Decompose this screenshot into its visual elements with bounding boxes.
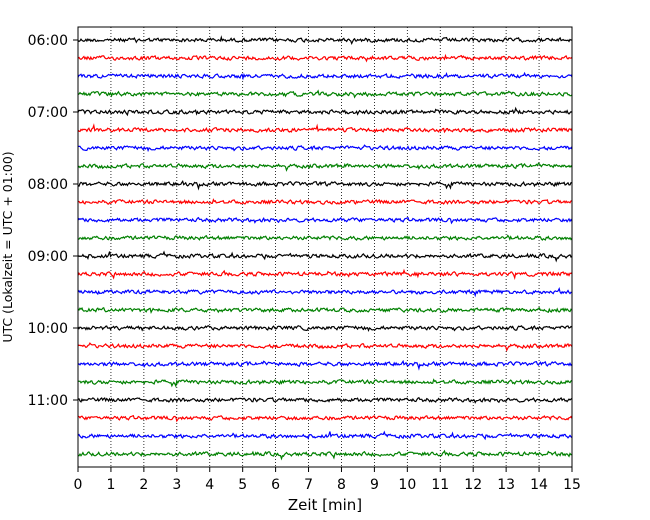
x-tick-label: 0: [74, 477, 83, 493]
x-tick-label: 13: [497, 477, 515, 493]
trace-1030: [77, 359, 573, 371]
trace-1115: [77, 414, 573, 423]
x-axis-ticks: 0 1 2 3 4 5 6 7 8 9 10 11 12 13 14 15: [74, 467, 581, 493]
trace-0700: [77, 106, 573, 117]
x-tick-label: 6: [271, 477, 280, 493]
y-axis-ticks: 06:00 07:00 08:00 09:00 10:00 11:00: [28, 33, 78, 409]
x-tick-label: 12: [464, 477, 482, 493]
trace-0815: [78, 198, 573, 205]
y-tick-label: 07:00: [28, 105, 68, 121]
x-tick-label: 5: [238, 477, 247, 493]
trace-0715: [77, 123, 573, 134]
trace-0645: [77, 89, 573, 99]
y-tick-label: 10:00: [28, 321, 68, 337]
trace-1100: [77, 396, 573, 404]
trace-0800: [77, 179, 573, 191]
y-tick-label: 06:00: [28, 33, 68, 49]
trace-1015: [77, 342, 573, 352]
x-axis-label: Zeit [min]: [288, 496, 362, 514]
trace-1045: [77, 378, 573, 388]
trace-1130: [77, 430, 573, 441]
x-tick-label: 11: [431, 477, 449, 493]
y-tick-label: 09:00: [28, 249, 68, 265]
x-tick-label: 14: [530, 477, 548, 493]
y-tick-label: 08:00: [28, 177, 68, 193]
trace-0615: [77, 53, 573, 63]
trace-0845: [77, 234, 573, 241]
y-tick-label: 11:00: [28, 393, 68, 409]
trace-1000: [77, 325, 573, 333]
x-tick-label: 7: [304, 477, 313, 493]
trace-0745: [77, 162, 573, 172]
plot-frame: [77, 26, 573, 468]
x-tick-label: 1: [106, 477, 115, 493]
trace-0730: [78, 144, 573, 153]
y-axis-label: UTC (Lokalzeit = UTC + 01:00): [0, 151, 15, 342]
trace-0930: [77, 287, 573, 298]
trace-0915: [77, 268, 573, 281]
x-tick-label: 9: [370, 477, 379, 493]
trace-0945: [77, 306, 573, 314]
x-tick-label: 4: [205, 477, 214, 493]
x-tick-label: 10: [398, 477, 416, 493]
trace-group: [77, 35, 573, 461]
x-tick-label: 8: [337, 477, 346, 493]
x-tick-label: 15: [563, 477, 581, 493]
trace-0900: [77, 250, 573, 263]
x-tick-label: 3: [172, 477, 181, 493]
trace-0830: [77, 216, 573, 225]
x-tick-label: 2: [139, 477, 148, 493]
trace-0630: [77, 71, 573, 81]
x-grid: [110, 27, 540, 467]
trace-1145: [77, 449, 573, 461]
trace-0600: [77, 35, 573, 46]
